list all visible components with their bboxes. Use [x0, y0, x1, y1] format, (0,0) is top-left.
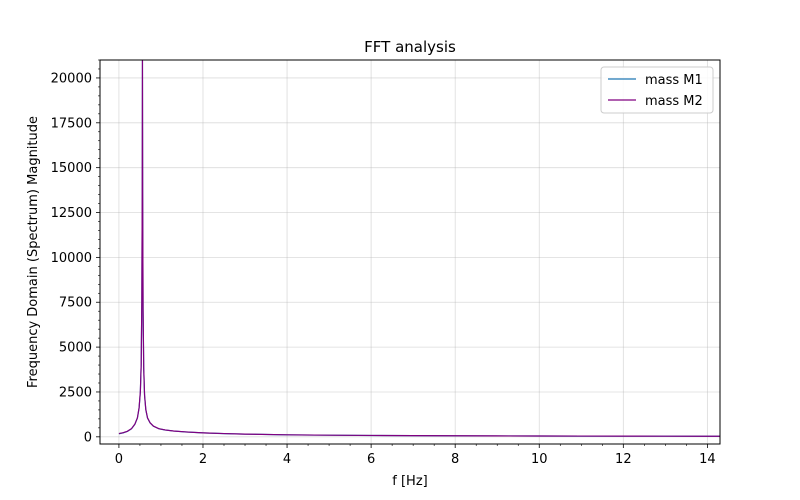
y-tick-label: 0 — [84, 430, 92, 445]
y-axis-label: Frequency Domain (Spectrum) Magnitude — [26, 116, 41, 388]
legend-label-mass-m2: mass M2 — [645, 94, 703, 109]
chart-title: FFT analysis — [364, 38, 456, 56]
legend: mass M1 mass M2 — [600, 66, 714, 114]
y-tick-label: 12500 — [51, 206, 92, 221]
x-tick-label: 14 — [699, 452, 716, 467]
minor-ticks — [98, 59, 687, 446]
y-tick-label: 2500 — [59, 385, 92, 400]
major-ticks — [96, 77, 708, 448]
y-tick-label: 17500 — [51, 116, 92, 131]
x-axis-label: f [Hz] — [392, 474, 427, 489]
x-tick-labels: 0 2 4 6 8 10 12 14 — [115, 452, 716, 467]
grid-lines — [100, 60, 720, 444]
y-tick-label: 5000 — [59, 341, 92, 356]
x-tick-label: 10 — [531, 452, 548, 467]
x-tick-label: 4 — [283, 452, 291, 467]
series-line-mass-m2 — [118, 60, 720, 437]
series-lines — [118, 60, 720, 437]
plot-frame — [99, 59, 721, 445]
y-tick-label: 15000 — [51, 161, 92, 176]
x-tick-label: 8 — [451, 452, 459, 467]
y-tick-label: 7500 — [59, 296, 92, 311]
y-tick-label: 10000 — [51, 251, 92, 266]
y-tick-label: 20000 — [51, 71, 92, 86]
series-line-mass-m1 — [118, 60, 720, 437]
x-tick-label: 12 — [615, 452, 632, 467]
x-tick-label: 0 — [115, 452, 123, 467]
legend-label-mass-m1: mass M1 — [645, 73, 703, 88]
y-tick-labels: 0 2500 5000 7500 10000 12500 15000 17500 20000 — [51, 71, 92, 445]
x-tick-label: 2 — [199, 452, 207, 467]
x-tick-label: 6 — [367, 452, 375, 467]
